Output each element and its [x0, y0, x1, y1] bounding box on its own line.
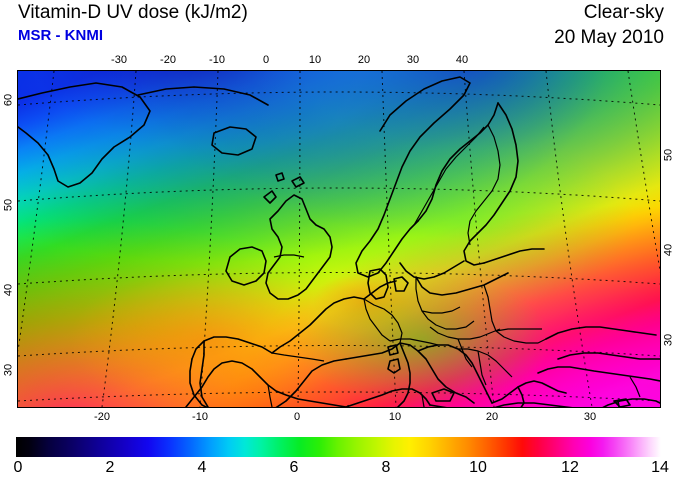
left-tick-2: 40 [2, 283, 15, 297]
colorbar-tick-6: 12 [561, 459, 579, 476]
bottom-tick-2: 0 [293, 411, 301, 423]
colorbar-tick-3: 6 [289, 459, 299, 476]
left-tick-1: 50 [2, 198, 15, 212]
date-label: 20 May 2010 [554, 27, 664, 48]
colorbar-tick-7: 14 [651, 459, 669, 476]
coastlines [18, 76, 660, 407]
colorbar-tick-4: 8 [381, 459, 391, 476]
top-tick-2: -10 [209, 54, 225, 66]
colorbar-gradient [16, 437, 661, 457]
uv-dose-heatmap [18, 71, 660, 407]
top-tick-4: 10 [308, 54, 322, 66]
bottom-tick-0: -20 [94, 411, 110, 423]
sky-condition-label: Clear-sky [583, 2, 664, 23]
top-tick-1: -20 [160, 54, 176, 66]
map-plot-area [17, 70, 661, 408]
colorbar-tick-5: 10 [469, 459, 487, 476]
colorbar-tick-2: 4 [197, 459, 207, 476]
figure-header: Vitamin-D UV dose (kJ/m2) MSR - KNMI Cle… [0, 0, 678, 56]
colorbar-tick-1: 2 [105, 459, 115, 476]
colorbar-tick-0: 0 [13, 459, 23, 476]
right-tick-1: 40 [662, 243, 675, 257]
colorbar [16, 437, 661, 457]
left-tick-0: 60 [2, 93, 15, 107]
bottom-tick-1: -10 [192, 411, 208, 423]
left-tick-3: 30 [2, 363, 15, 377]
page-title: Vitamin-D UV dose (kJ/m2) [18, 2, 248, 23]
top-tick-3: 0 [262, 54, 270, 66]
right-tick-0: 50 [662, 148, 675, 162]
top-tick-5: 20 [357, 54, 371, 66]
bottom-tick-3: 10 [388, 411, 402, 423]
data-source-label: MSR - KNMI [18, 27, 103, 44]
graticule [18, 71, 660, 407]
top-tick-0: -30 [111, 54, 127, 66]
country-borders [267, 124, 641, 407]
bottom-tick-4: 20 [485, 411, 499, 423]
top-tick-6: 30 [406, 54, 420, 66]
top-tick-7: 40 [455, 54, 469, 66]
right-tick-2: 30 [662, 333, 675, 347]
bottom-tick-5: 30 [583, 411, 597, 423]
